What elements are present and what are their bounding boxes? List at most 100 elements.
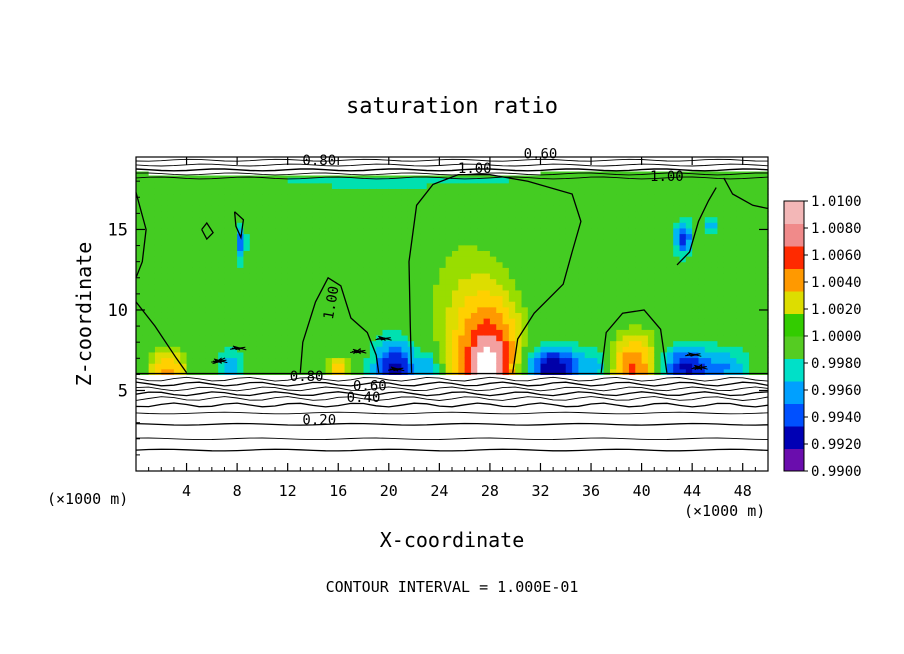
field-cell	[527, 261, 535, 268]
field-cell	[249, 244, 257, 251]
field-cell	[433, 233, 440, 240]
field-cell	[521, 205, 529, 212]
field-cell	[628, 272, 636, 280]
field-cell	[357, 182, 365, 189]
field-cell	[464, 256, 472, 263]
field-cell	[262, 250, 270, 257]
field-cell	[685, 210, 693, 218]
field-cell	[559, 318, 567, 325]
field-cell	[186, 346, 194, 353]
field-cell	[407, 256, 415, 263]
field-cell	[312, 177, 320, 184]
field-cell	[470, 227, 478, 235]
field-cell	[572, 346, 579, 353]
field-cell	[426, 227, 434, 235]
field-cell	[433, 194, 440, 201]
field-cell	[281, 244, 289, 251]
field-cell	[521, 289, 529, 297]
field-cell	[496, 340, 504, 347]
field-cell	[635, 312, 643, 319]
field-cell	[515, 205, 523, 212]
field-cell	[199, 318, 207, 325]
field-cell	[496, 312, 504, 319]
field-cell	[597, 216, 605, 223]
field-cell	[237, 227, 245, 235]
saturation-field	[136, 171, 769, 375]
field-cell	[401, 244, 409, 251]
field-cell	[230, 306, 238, 313]
field-cell	[433, 227, 440, 235]
field-cell	[755, 250, 763, 257]
field-cell	[565, 205, 573, 212]
field-cell	[287, 261, 295, 268]
field-cell	[218, 312, 226, 319]
field-cell	[534, 244, 542, 251]
field-cell	[730, 312, 737, 319]
field-cell	[679, 205, 687, 212]
field-cell	[180, 182, 188, 189]
field-cell	[559, 216, 567, 223]
field-cell	[192, 312, 200, 319]
field-cell	[685, 239, 693, 246]
field-cell	[192, 323, 200, 330]
field-cell	[344, 340, 352, 347]
field-cell	[369, 278, 377, 285]
field-cell	[414, 239, 421, 246]
field-cell	[306, 227, 314, 235]
field-cell	[420, 368, 428, 375]
field-cell	[382, 177, 390, 184]
field-cell	[704, 295, 712, 302]
field-cell	[186, 261, 194, 268]
field-cell	[458, 250, 466, 257]
field-cell	[395, 182, 403, 189]
field-cell	[540, 334, 548, 342]
field-cell	[755, 278, 763, 285]
field-cell	[388, 346, 396, 353]
field-cell	[679, 250, 687, 257]
field-cell	[508, 340, 516, 347]
field-cell	[243, 222, 251, 229]
field-cell	[262, 233, 270, 240]
field-cell	[376, 267, 384, 274]
field-cell	[603, 177, 611, 184]
field-cell	[268, 278, 276, 285]
field-cell	[136, 278, 143, 285]
field-cell	[167, 340, 175, 347]
field-cell	[628, 194, 636, 201]
field-cell	[749, 267, 756, 274]
field-cell	[489, 301, 497, 308]
field-cell	[414, 323, 421, 330]
field-cell	[401, 351, 409, 359]
field-cell	[306, 239, 314, 246]
field-cell	[376, 188, 384, 195]
field-cell	[148, 182, 156, 189]
field-cell	[452, 329, 459, 336]
field-cell	[666, 227, 674, 235]
field-cell	[186, 312, 194, 319]
field-cell	[502, 340, 510, 347]
field-cell	[534, 346, 542, 353]
field-cell	[445, 244, 453, 251]
field-cell	[230, 312, 238, 319]
field-cell	[660, 177, 668, 184]
field-cell	[395, 194, 403, 201]
field-cell	[559, 295, 567, 302]
field-cell	[433, 363, 440, 370]
field-cell	[452, 256, 459, 263]
field-cell	[180, 199, 188, 206]
field-cell	[761, 188, 769, 195]
field-cell	[546, 244, 554, 251]
field-cell	[711, 199, 719, 206]
field-cell	[761, 256, 769, 263]
field-cell	[654, 346, 662, 353]
field-cell	[382, 267, 390, 274]
field-cell	[597, 351, 605, 359]
field-cell	[154, 205, 162, 212]
field-cell	[628, 250, 636, 257]
field-cell	[666, 312, 674, 319]
field-cell	[749, 194, 756, 201]
field-cell	[635, 346, 643, 353]
field-cell	[154, 340, 162, 347]
field-cell	[565, 312, 573, 319]
field-cell	[603, 318, 611, 325]
